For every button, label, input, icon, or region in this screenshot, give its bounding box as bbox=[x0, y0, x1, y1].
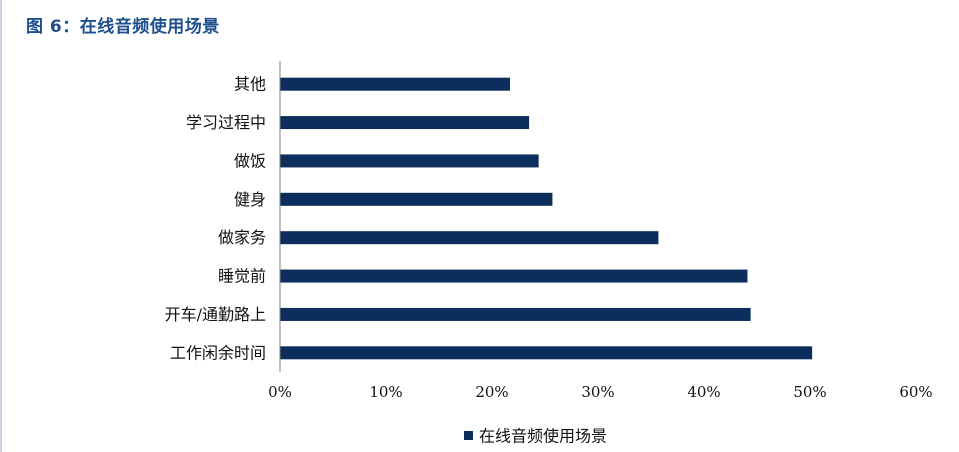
category-label: 学习过程中 bbox=[186, 113, 266, 132]
category-label: 其他 bbox=[234, 75, 266, 94]
bar bbox=[280, 77, 511, 91]
bar bbox=[280, 154, 539, 168]
x-tick-label: 0% bbox=[268, 383, 292, 401]
category-label: 健身 bbox=[234, 190, 266, 209]
category-label: 做家务 bbox=[218, 228, 266, 247]
bar bbox=[280, 192, 553, 206]
left-border bbox=[0, 0, 2, 452]
category-label: 做饭 bbox=[234, 151, 266, 170]
x-axis-ticks: 0% 10% 20% 30% 40% 50% 60% bbox=[268, 383, 933, 401]
category-label: 工作闲余时间 bbox=[170, 343, 266, 362]
bars-group bbox=[280, 77, 813, 360]
x-tick-label: 60% bbox=[899, 383, 932, 401]
legend-label: 在线音频使用场景 bbox=[479, 427, 607, 446]
x-tick-label: 50% bbox=[793, 383, 826, 401]
bar bbox=[280, 231, 659, 245]
x-tick-label: 30% bbox=[581, 383, 614, 401]
x-tick-label: 10% bbox=[369, 383, 402, 401]
category-label: 睡觉前 bbox=[218, 267, 266, 286]
x-tick-label: 20% bbox=[475, 383, 508, 401]
bar bbox=[280, 116, 530, 130]
bar bbox=[280, 346, 813, 360]
category-label: 开车/通勤路上 bbox=[165, 305, 266, 324]
figure-title: 图 6：在线音频使用场景 bbox=[26, 17, 220, 37]
legend-swatch bbox=[464, 431, 473, 440]
legend: 在线音频使用场景 bbox=[464, 427, 607, 446]
bar bbox=[280, 307, 751, 321]
x-tick-label: 40% bbox=[687, 383, 720, 401]
bar bbox=[280, 269, 748, 283]
